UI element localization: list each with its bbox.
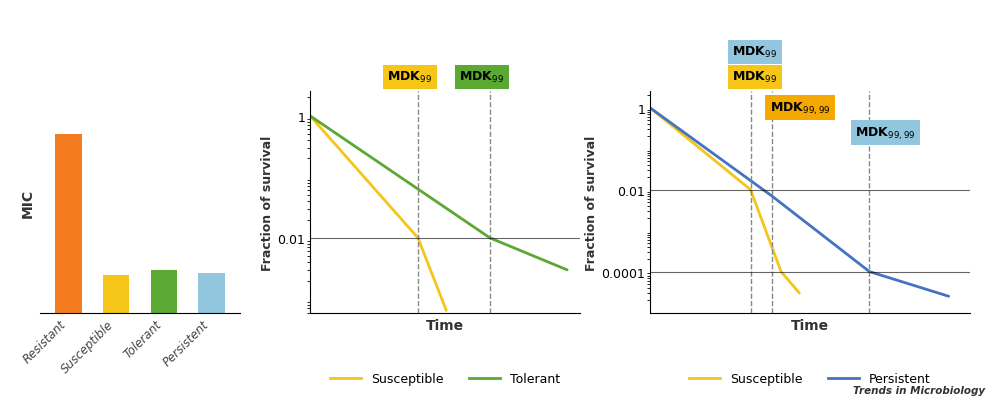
Text: MDK$_{99}$: MDK$_{99}$ bbox=[732, 45, 777, 60]
Text: MDK$_{99}$: MDK$_{99}$ bbox=[387, 70, 433, 85]
Bar bbox=[198, 273, 225, 313]
Y-axis label: Fraction of survival: Fraction of survival bbox=[261, 135, 274, 270]
Y-axis label: Fraction of survival: Fraction of survival bbox=[585, 135, 598, 270]
X-axis label: Time: Time bbox=[791, 318, 829, 332]
X-axis label: Time: Time bbox=[426, 318, 464, 332]
Legend: Susceptible, Persistent: Susceptible, Persistent bbox=[684, 367, 936, 390]
Text: MDK$_{99}$: MDK$_{99}$ bbox=[732, 70, 777, 85]
Bar bbox=[55, 134, 82, 313]
Bar bbox=[103, 275, 129, 313]
Text: MDK$_{99,99}$: MDK$_{99,99}$ bbox=[855, 125, 916, 142]
Legend: Susceptible, Tolerant: Susceptible, Tolerant bbox=[325, 367, 565, 390]
Text: Trends in Microbiology: Trends in Microbiology bbox=[853, 385, 985, 395]
Text: MDK$_{99}$: MDK$_{99}$ bbox=[459, 70, 505, 85]
Y-axis label: MIC: MIC bbox=[20, 188, 34, 217]
Bar bbox=[151, 271, 177, 313]
Text: MDK$_{99,99}$: MDK$_{99,99}$ bbox=[770, 100, 830, 117]
